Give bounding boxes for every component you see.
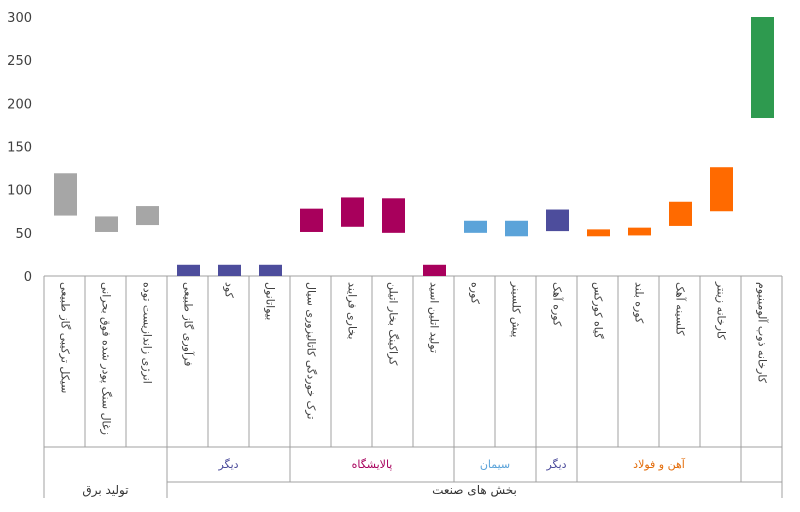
bar xyxy=(710,167,733,212)
category-label: فرآوری گاز طبیعی xyxy=(182,282,196,366)
bar xyxy=(628,227,651,236)
category-label: گیاه کورکس xyxy=(592,282,605,339)
bar xyxy=(218,264,241,276)
y-tick-label: 50 xyxy=(15,227,32,242)
y-tick-label: 300 xyxy=(7,11,32,26)
y-tick-label: 200 xyxy=(7,97,32,112)
category-label: کوره xyxy=(469,282,482,305)
bar xyxy=(341,197,364,227)
category-label: کوره بلند xyxy=(633,282,646,324)
y-tick-label: 250 xyxy=(7,54,32,69)
group-label: پالایشگاه xyxy=(352,458,393,471)
sector-label: تولید برق xyxy=(82,483,128,498)
category-label: کارخانه زینتر xyxy=(715,281,728,340)
bar xyxy=(546,209,569,232)
group-label: آهن و فولاد xyxy=(633,457,686,471)
category-label: کوره آهک xyxy=(551,282,565,327)
bar xyxy=(464,220,487,233)
category-label: زغال سنگ پودر شده فوق بحرانی xyxy=(100,282,113,435)
bar xyxy=(382,198,405,233)
bar xyxy=(505,220,528,237)
category-label: بیواتانول xyxy=(264,282,277,320)
category-label: بخاری فرایند xyxy=(346,282,359,339)
bar xyxy=(423,264,446,276)
y-tick-label: 100 xyxy=(7,184,32,199)
category-label: کراکینگ بخار اتیلن xyxy=(387,282,400,366)
bar xyxy=(669,201,692,226)
group-label: دیگر xyxy=(545,458,566,471)
sector-label: بخش های صنعت xyxy=(432,483,517,498)
category-label: سیکل ترکیبی گاز طبیعی xyxy=(59,282,72,393)
bar xyxy=(300,208,323,232)
category-label: ترک خوردگی کاتالیزوری سیال xyxy=(305,282,318,419)
bar xyxy=(587,229,610,237)
category-label: انرژی زاندازیست توده xyxy=(141,282,154,384)
bar xyxy=(259,264,282,276)
category-label: تولید اتلین اسید xyxy=(428,282,441,353)
y-tick-label: 0 xyxy=(24,270,32,285)
category-label: پیش کلسینر xyxy=(510,281,523,337)
category-label: کلسینه آهک xyxy=(674,282,688,336)
group-label: سیمان xyxy=(480,458,510,471)
category-label: کود xyxy=(223,282,236,299)
group-label: دیگر xyxy=(217,458,238,471)
bar xyxy=(751,17,774,119)
bar xyxy=(177,264,200,276)
bar xyxy=(54,173,77,216)
category-label: کارخانه ذوب آلومینیوم xyxy=(756,282,770,384)
bar xyxy=(95,216,118,232)
bar xyxy=(136,206,159,226)
y-tick-label: 150 xyxy=(7,141,32,156)
